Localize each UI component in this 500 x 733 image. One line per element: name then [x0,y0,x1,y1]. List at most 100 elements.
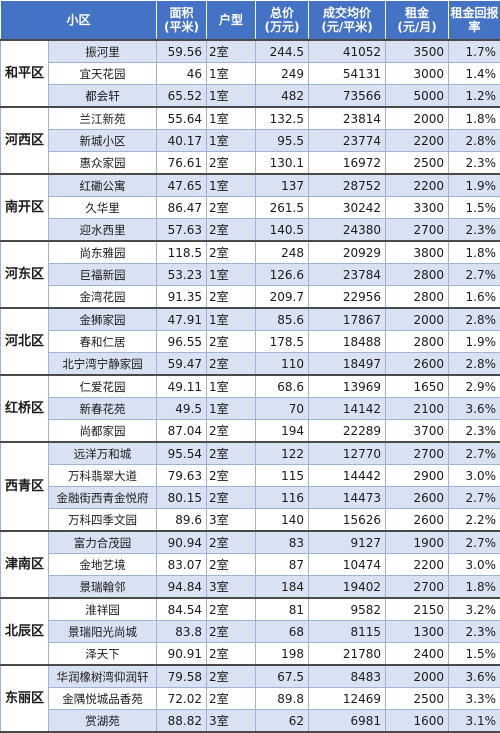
area-cell: 40.17 [157,130,207,152]
yield-cell: 1.9% [449,174,500,197]
layout-type-cell: 2室 [207,487,256,509]
rent-cell: 3000 [386,63,449,85]
yield-cell: 3.0% [449,554,500,576]
total-price-cell: 83 [256,531,309,554]
avg-price-cell: 6981 [309,710,386,733]
rent-cell: 1600 [386,710,449,733]
community-name-cell: 都会轩 [49,85,157,108]
avg-price-cell: 12770 [309,442,386,465]
district-cell: 河西区 [1,107,49,174]
rent-cell: 2200 [386,554,449,576]
area-cell: 96.55 [157,331,207,353]
layout-type-cell: 2室 [207,152,256,175]
total-price-cell: 132.5 [256,107,309,130]
total-price-cell: 110 [256,353,309,376]
header-total: 总价(万元) [256,1,309,41]
total-price-cell: 122 [256,442,309,465]
area-cell: 90.91 [157,643,207,666]
total-price-cell: 194 [256,420,309,443]
header-avg-price: 成交均价(元/平米) [309,1,386,41]
yield-cell: 1.7% [449,40,500,63]
avg-price-cell: 73566 [309,85,386,108]
community-name-cell: 北宁湾宁静家园 [49,353,157,376]
area-cell: 59.47 [157,353,207,376]
avg-price-cell: 23774 [309,130,386,152]
district-cell: 河东区 [1,241,49,308]
avg-price-cell: 22289 [309,420,386,443]
yield-cell: 1.5% [449,643,500,666]
yield-cell: 3.3% [449,688,500,710]
total-price-cell: 178.5 [256,331,309,353]
avg-price-cell: 13969 [309,375,386,398]
district-cell: 和平区 [1,40,49,107]
layout-type-cell: 2室 [207,286,256,309]
total-price-cell: 198 [256,643,309,666]
yield-cell: 2.3% [449,420,500,443]
yield-cell: 2.8% [449,308,500,331]
area-cell: 65.52 [157,85,207,108]
avg-price-cell: 30242 [309,197,386,219]
rent-cell: 5000 [386,85,449,108]
community-name-cell: 景瑞阳光尚城 [49,621,157,643]
total-price-cell: 68 [256,621,309,643]
yield-cell: 2.7% [449,487,500,509]
yield-cell: 3.6% [449,398,500,420]
area-cell: 79.58 [157,665,207,688]
total-price-cell: 68.6 [256,375,309,398]
community-name-cell: 新春花苑 [49,398,157,420]
district-cell: 南开区 [1,174,49,241]
rent-cell: 2500 [386,688,449,710]
yield-cell: 2.3% [449,621,500,643]
layout-type-cell: 2室 [207,241,256,264]
total-price-cell: 130.1 [256,152,309,175]
header-district: 小区 [1,1,157,41]
community-name-cell: 泽天下 [49,643,157,666]
avg-price-cell: 10474 [309,554,386,576]
community-name-cell: 久华里 [49,197,157,219]
area-cell: 53.23 [157,264,207,286]
yield-cell: 1.2% [449,85,500,108]
avg-price-cell: 21780 [309,643,386,666]
layout-type-cell: 1室 [207,174,256,197]
layout-type-cell: 2室 [207,665,256,688]
yield-cell: 2.9% [449,375,500,398]
total-price-cell: 67.5 [256,665,309,688]
yield-cell: 2.2% [449,509,500,532]
layout-type-cell: 1室 [207,63,256,85]
area-cell: 91.35 [157,286,207,309]
community-name-cell: 万科四季文园 [49,509,157,532]
avg-price-cell: 14442 [309,465,386,487]
avg-price-cell: 14142 [309,398,386,420]
rent-cell: 2500 [386,152,449,175]
layout-type-cell: 2室 [207,621,256,643]
avg-price-cell: 19402 [309,576,386,599]
yield-cell: 1.5% [449,197,500,219]
avg-price-cell: 54131 [309,63,386,85]
total-price-cell: 249 [256,63,309,85]
rent-cell: 2100 [386,398,449,420]
avg-price-cell: 41052 [309,40,386,63]
layout-type-cell: 2室 [207,531,256,554]
rent-cell: 2700 [386,576,449,599]
total-price-cell: 126.6 [256,264,309,286]
header-rent: 租金(元/月) [386,1,449,41]
total-price-cell: 244.5 [256,40,309,63]
avg-price-cell: 9127 [309,531,386,554]
total-price-cell: 85.6 [256,308,309,331]
total-price-cell: 81 [256,598,309,621]
avg-price-cell: 23784 [309,264,386,286]
layout-type-cell: 2室 [207,442,256,465]
layout-type-cell: 1室 [207,264,256,286]
